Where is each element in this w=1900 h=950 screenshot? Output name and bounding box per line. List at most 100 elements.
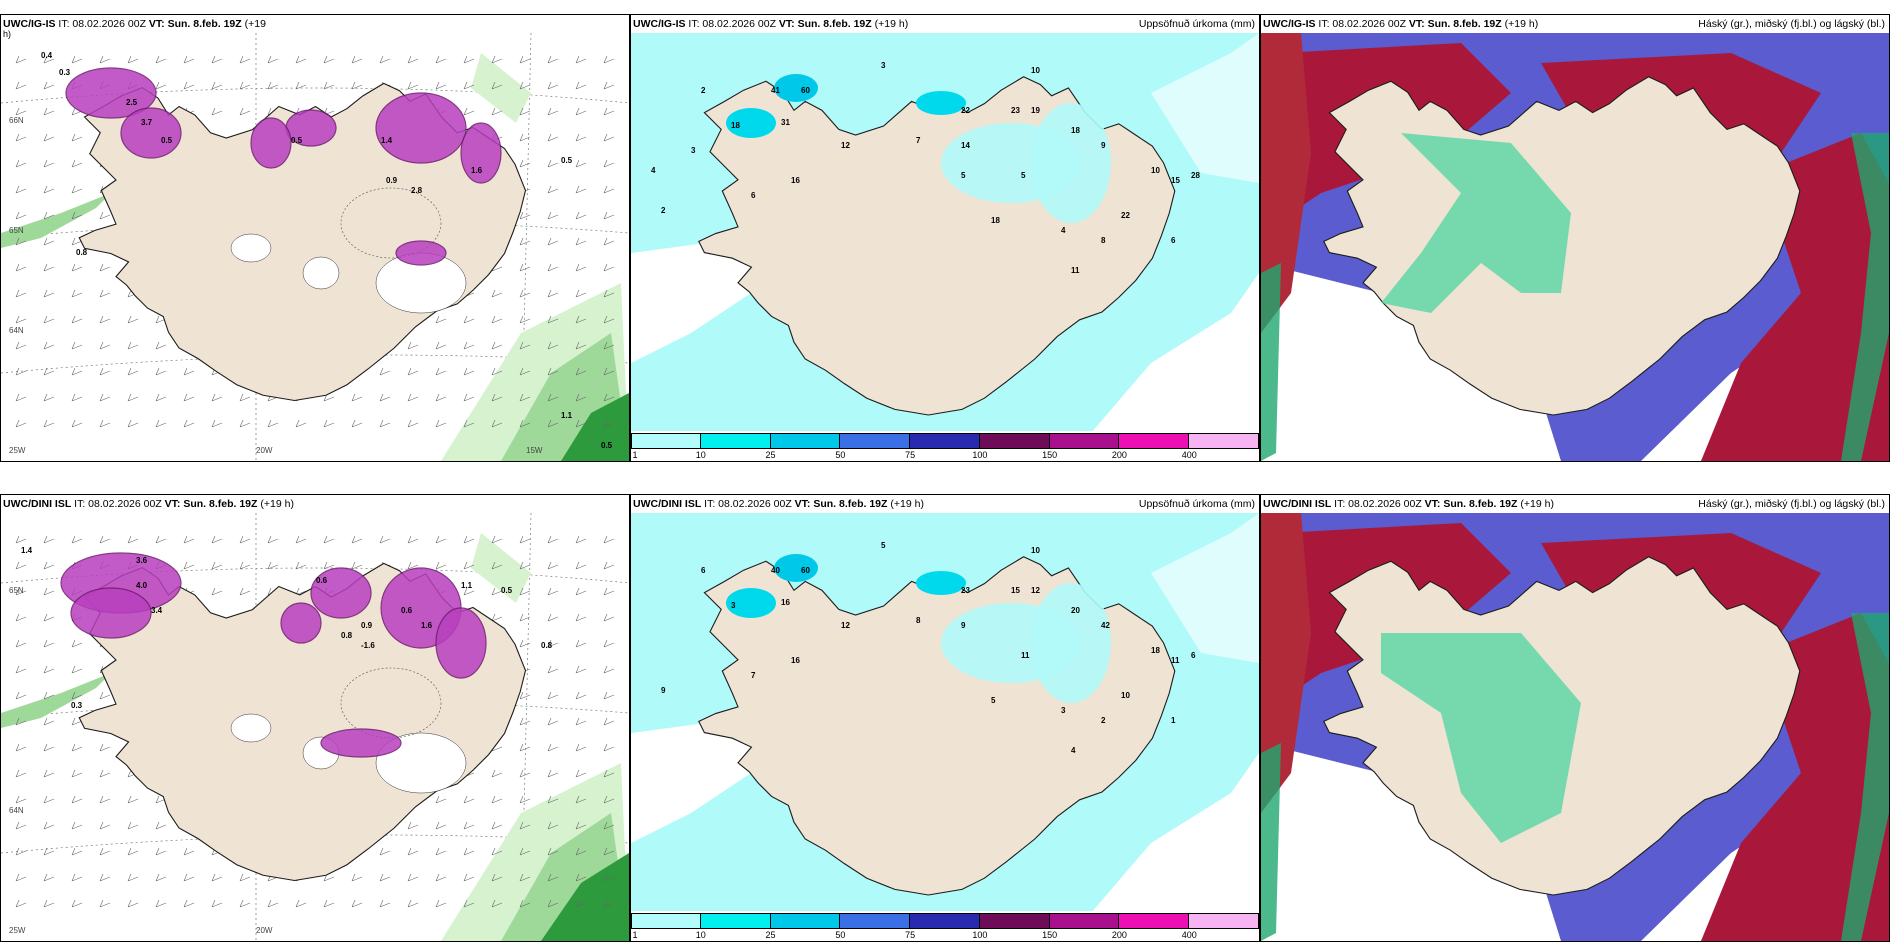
wind-barb [127,341,139,350]
wind-barb [491,393,503,402]
low-cloud-area [1261,743,1281,941]
wind-barb [43,237,55,246]
panel-title: UWC/IG-IS IT: 08.02.2026 00Z VT: Sun. 8.… [631,15,1259,33]
wind-barb [295,55,307,64]
wind-barb [15,873,27,882]
wind-barb [155,821,167,830]
wind-barb [575,691,587,700]
wind-value-label: 0.9 [361,621,373,630]
wind-barb [295,419,307,428]
colorbar-segment [1119,913,1190,929]
wind-barb [43,873,55,882]
wind-barb [351,535,363,544]
wind-barb [183,561,195,570]
wind-barb [547,419,559,428]
wind-barb [575,237,587,246]
wind-barb [407,847,419,856]
wind-value-label: 0.5 [501,586,513,595]
snow-precip-area [460,122,502,184]
wind-barb [547,587,559,596]
wind-barb [463,821,475,830]
wind-barb [43,717,55,726]
wind-barb [575,211,587,220]
wind-barb [71,847,83,856]
wind-barb [351,393,363,402]
wind-barb [379,899,391,908]
wind-barb [407,55,419,64]
precip-value-label: 41 [771,86,780,95]
wind-barb [547,185,559,194]
precip-band [471,533,531,603]
wind-barb [491,315,503,324]
wind-barb [575,107,587,116]
graticule-label: 15W [526,446,543,455]
wind-barb [211,561,223,570]
wind-barb [183,419,195,428]
colorbar-segment [770,913,841,929]
wind-barb [547,107,559,116]
wind-value-label: 4.0 [136,581,148,590]
wind-barb [15,55,27,64]
wind-barb [43,847,55,856]
wind-barb [267,81,279,90]
wind-barb [603,795,615,804]
wind-barb [43,587,55,596]
wind-value-label: 1.6 [421,621,433,630]
colorbar-tick: 50 [835,930,846,940]
wind-barb [407,561,419,570]
wind-barb [71,899,83,908]
wind-barb [239,55,251,64]
colorbar-tick: 200 [1111,930,1127,940]
wind-barb [547,899,559,908]
precip-value-label: 3 [881,61,886,70]
wind-barb [547,795,559,804]
wind-barb [71,743,83,752]
wind-barb [71,639,83,648]
high-cloud-edge [1261,513,1311,813]
wind-barb [43,613,55,622]
colorbar-segment [910,913,980,929]
wind-value-label: 1.1 [461,581,473,590]
wind-barb [519,263,531,272]
dry-area [1091,273,1259,433]
wind-barb [43,159,55,168]
wind-barb [15,159,27,168]
wind-barb [71,419,83,428]
snow-precip-area [120,107,182,159]
wind-barb [603,393,615,402]
wind-barb [547,873,559,882]
wind-barb [351,873,363,882]
wind-barb [519,821,531,830]
wind-barb [15,899,27,908]
wind-barb [575,133,587,142]
wind-barb [379,847,391,856]
wind-barb [463,873,475,882]
wind-barb [547,847,559,856]
wind-barb [575,873,587,882]
wind-barb [15,639,27,648]
wind-value-label: 2.5 [126,98,138,107]
dry-area [1091,753,1259,913]
wind-barb [575,315,587,324]
wind-barb [15,847,27,856]
wind-barb [463,81,475,90]
wind-barb [575,769,587,778]
wind-barb [43,419,55,428]
wind-barb [547,159,559,168]
precip-value-label: 11 [1071,266,1080,275]
wind-barb [547,133,559,142]
wind-barb [127,419,139,428]
wind-barb [463,367,475,376]
wind-barb [463,899,475,908]
precip-value-label: 9 [661,686,666,695]
precip-value-label: 5 [991,696,996,705]
low-cloud-area [1261,263,1281,461]
wind-barb [519,535,531,544]
wind-barb [43,639,55,648]
wind-barb [575,341,587,350]
wind-barb [15,743,27,752]
wind-barb [239,587,251,596]
wind-barb [407,419,419,428]
precip-value-label: 12 [1031,586,1040,595]
wind-value-label: 0.6 [401,606,413,615]
